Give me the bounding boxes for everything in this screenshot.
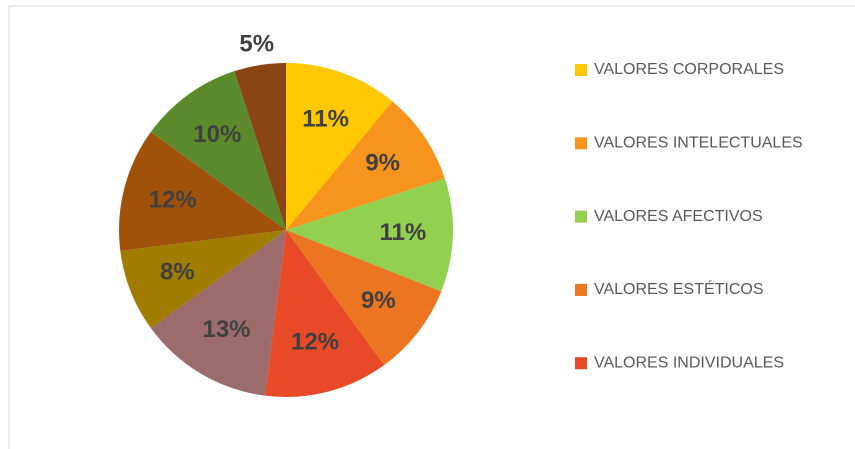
pie-slice [286, 101, 445, 231]
pie-slice [234, 63, 286, 230]
slice-label: 11% [379, 219, 426, 246]
legend-label: VALORES ESTÉTICOS [594, 279, 764, 298]
pie-slice [286, 230, 442, 366]
pie-slice [286, 178, 453, 292]
legend-label: VALORES INDIVIDUALES [594, 354, 784, 371]
legend-swatch [575, 210, 587, 223]
slice-label: 12% [291, 329, 339, 356]
slice-label: 12% [149, 186, 197, 213]
slice-label: 9% [365, 150, 400, 177]
legend-label: VALORES INTELECTUALES [594, 135, 803, 152]
slice-label: 13% [202, 316, 250, 343]
pie-slice [265, 230, 385, 397]
pie-slice [286, 63, 393, 230]
pie-slice [150, 230, 286, 396]
chart-frame [8, 5, 855, 449]
pie-slice [119, 131, 287, 251]
pie-slice [150, 71, 286, 231]
slice-label: 10% [193, 121, 241, 148]
pie-slice [120, 230, 287, 329]
slice-label: 8% [160, 258, 195, 285]
slice-label: 9% [361, 287, 396, 314]
legend-swatch [575, 64, 587, 76]
slice-label: 5% [239, 31, 274, 58]
legend-swatch [575, 137, 587, 150]
legend-swatch [575, 357, 587, 370]
legend-label: VALORES AFECTIVOS [594, 208, 763, 225]
slice-label: 11% [302, 105, 349, 132]
legend-swatch [575, 283, 587, 296]
legend-label: VALORES CORPORALES [594, 61, 784, 78]
